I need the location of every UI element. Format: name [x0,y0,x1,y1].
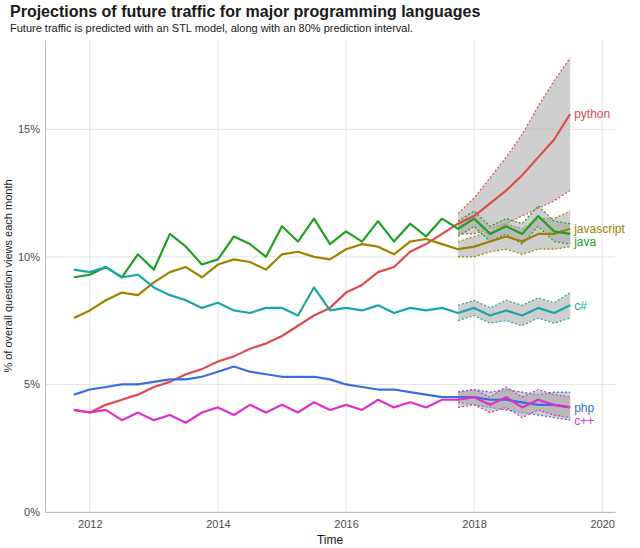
series-label: c++ [574,414,594,428]
x-tick: 2012 [78,512,102,530]
x-tick: 2014 [206,512,230,530]
y-axis-line [45,41,46,513]
series-line [74,114,570,413]
interval-upper-line [458,387,570,397]
y-tick: 15% [18,123,45,135]
series-line [74,229,570,318]
y-tick: 0% [24,506,45,518]
x-tick-label: 2014 [206,518,230,530]
series-label: python [574,107,610,121]
interval-lower-line [458,405,570,418]
series-line [74,397,570,423]
x-tick-label: 2012 [78,518,102,530]
x-axis: 2012 2014 2016 2018 2020 [46,512,616,530]
x-tick: 2018 [462,512,486,530]
grid [45,40,615,512]
y-tick: 5% [24,378,45,390]
x-tick-label: 2016 [334,518,358,530]
series-label: javascript [573,222,625,236]
x-grid-line [346,40,347,512]
x-tick-label: 2018 [462,518,486,530]
series-line [74,216,570,277]
x-tick-label: 2020 [590,518,614,530]
series-label: php [574,401,594,415]
y-tick-label: 5% [24,378,40,390]
x-axis-title: Time [317,533,344,547]
series-label: c# [574,299,587,313]
interval-upper-line [458,293,570,308]
y-axis: 0% 5% 10% 15% [18,41,46,519]
plot-area [74,58,570,423]
series-line [74,267,570,315]
subtitle: Future traffic is predicted with an STL … [10,22,413,34]
series-label: java [573,235,596,249]
y-grid-line [45,512,615,513]
y-tick-label: 0% [24,506,40,518]
y-tick-label: 10% [18,251,40,263]
title: Projections of future traffic for major … [10,3,480,20]
chart-svg: 2012 2014 2016 2018 2020 0% 5% 10% 15% python java… [0,0,640,548]
x-tick: 2016 [334,512,358,530]
interval-upper-line [458,58,570,214]
y-tick: 10% [18,251,45,263]
y-axis-title: % of overall question views each month [2,179,14,372]
interval-lower-line [458,316,570,326]
prediction-interval [458,58,570,234]
x-grid-line [217,40,218,512]
x-tick: 2020 [590,512,614,530]
x-grid-line [474,40,475,512]
interval-lower-line [458,247,570,257]
series-labels: python javascriptjava c# phpc++ [573,107,625,427]
x-grid-line [89,40,90,512]
chart-container: 2012 2014 2016 2018 2020 0% 5% 10% 15% python java… [0,0,640,548]
x-axis-line [46,512,616,513]
y-grid-line [45,256,615,257]
y-tick-label: 15% [18,123,40,135]
